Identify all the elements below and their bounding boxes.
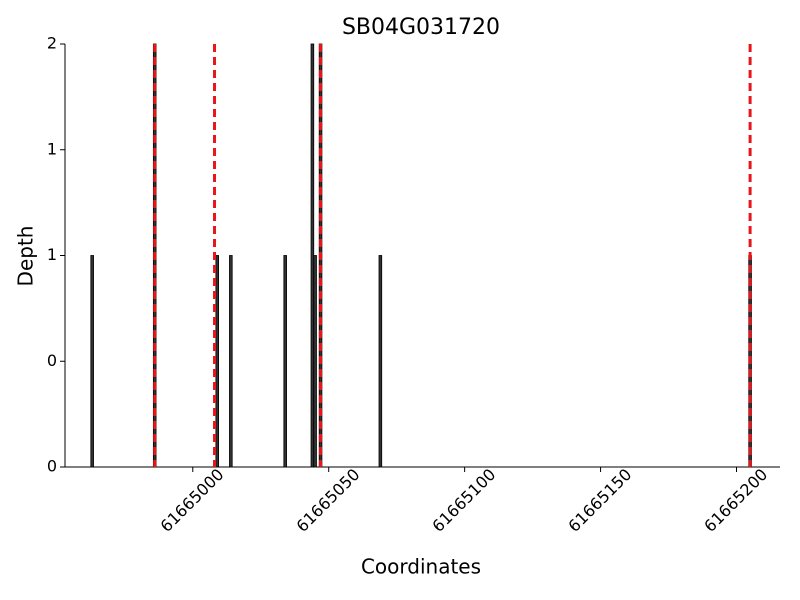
bar [283,255,287,468]
y-tick-label: 1 [47,245,57,264]
x-tick-label: 61665150 [564,465,635,536]
bar [215,255,220,468]
y-tick-label: 1 [47,139,57,158]
bar [229,255,233,468]
y-tick-label: 0 [47,351,57,370]
y-tick-label: 2 [47,34,57,53]
bar [310,43,315,468]
x-tick-label: 61665100 [428,465,499,536]
chart-title: SB04G031720 [342,15,500,40]
x-tick-label: 61665200 [700,465,771,536]
x-tick-label: 61665050 [292,465,363,536]
x-tick-label: 61665000 [157,465,228,536]
bar [313,255,317,468]
x-axis-label: Coordinates [361,555,481,579]
y-tick-label: 0 [47,457,57,476]
bar [378,255,383,468]
bar [90,255,94,468]
y-axis-label: Depth [14,226,38,287]
